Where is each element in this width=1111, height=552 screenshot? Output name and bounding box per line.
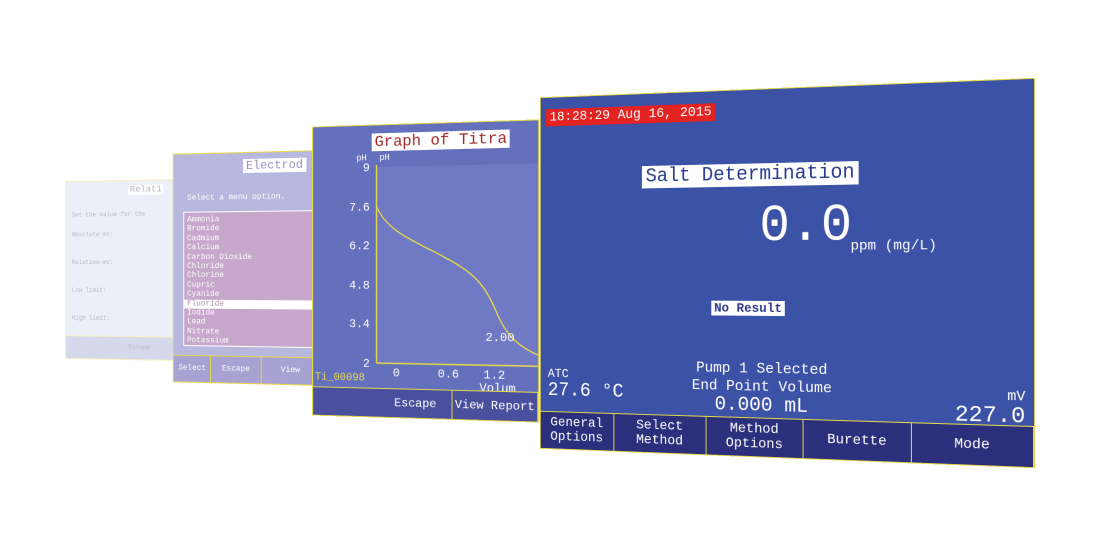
soft-key[interactable]: Mode <box>912 423 1034 467</box>
menu-option: Carbon Dioxide <box>184 252 321 262</box>
x-tick-label: 0 <box>393 366 400 380</box>
menu-option: Chlorine <box>184 271 321 281</box>
reading-unit: ppm (mg/L) <box>851 238 937 255</box>
main-screen: 18:28:29 Aug 16, 2015 Salt Determination… <box>540 78 1035 469</box>
soft-key[interactable]: Method Options <box>707 417 804 458</box>
button-bar: Escape <box>66 335 183 360</box>
soft-key[interactable]: General Options <box>541 412 614 451</box>
soft-key[interactable]: Escape <box>101 337 180 360</box>
x-tick-label: 0.6 <box>438 367 459 382</box>
timestamp: 18:28:29 Aug 16, 2015 <box>546 103 715 126</box>
electrode-screen: Electrod Select a menu option. Ammonia Br… <box>173 150 322 386</box>
field-label: Set the value for the <box>72 211 145 232</box>
y-tick-label: 7.6 <box>349 200 370 214</box>
y-tick-label: 4.8 <box>349 279 370 293</box>
soft-key[interactable]: View Report <box>453 391 539 422</box>
soft-key[interactable]: Escape <box>379 389 452 419</box>
soft-key[interactable]: Select <box>174 356 212 383</box>
menu-option: Potassium <box>184 336 321 348</box>
y-tick-label: 3.4 <box>349 318 370 332</box>
status: No Result <box>711 301 785 316</box>
button-bar: Escape View Report <box>313 386 538 421</box>
soft-key[interactable]: Select Method <box>614 414 707 454</box>
soft-key[interactable]: Escape <box>212 356 262 383</box>
y-tick-label: 9 <box>363 161 370 175</box>
graph-screen: Graph of Titra pH pH 9 7.6 6.2 4.8 3.4 2 0 0.6 1… <box>312 119 539 422</box>
button-bar: Select Escape View <box>174 355 321 385</box>
temperature: 27.6 °C <box>548 380 624 404</box>
method-name: Salt Determination <box>642 161 859 188</box>
menu-option: Calcium <box>184 243 321 253</box>
field-list: Set the value for the Absolute mV: Relativ… <box>72 211 145 344</box>
soft-key[interactable]: Burette <box>803 420 912 462</box>
screen-title: Electrod <box>243 158 306 173</box>
field-label: Absolute mV: <box>72 231 145 259</box>
y-tick-label: 2 <box>363 357 370 371</box>
menu-option: Cyanide <box>184 290 321 300</box>
annotation: 2.00 <box>485 331 514 346</box>
screen-title: Relati <box>128 184 164 195</box>
reading: 0.0 <box>759 200 852 253</box>
field-label: Low limit: <box>72 287 145 315</box>
field-label: Relative mV: <box>72 259 145 287</box>
y-tick-label: 6.2 <box>349 240 370 254</box>
menu-option: Chloride <box>184 262 321 272</box>
file-name: Ti_00098 <box>315 372 365 385</box>
option-list: Ammonia Bromide Cadmium Calcium Carbon Dioxi… <box>183 210 321 348</box>
relative-screen: Relati Set the value for the Absolute mV:… <box>65 179 184 361</box>
prompt: Select a menu option. <box>187 192 285 202</box>
graph <box>313 120 539 397</box>
